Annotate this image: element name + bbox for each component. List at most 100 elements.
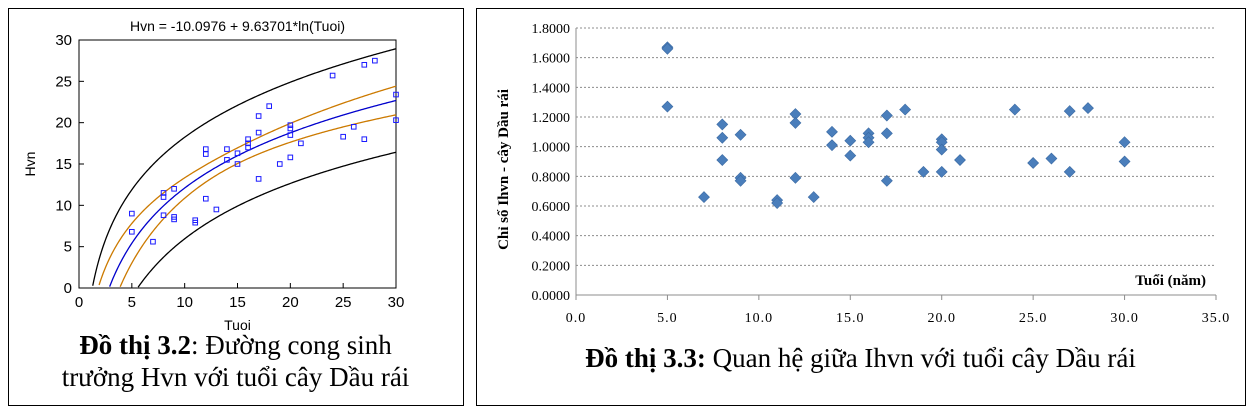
chart2-y-tick-label: 1.2000	[532, 111, 571, 126]
chart1-data-point	[245, 136, 251, 143]
chart1-data-point	[192, 219, 199, 226]
chart1-x-tick-label: 10	[176, 294, 193, 311]
chart1-data-point	[129, 210, 135, 217]
chart2-y-tick-label: 0.0000	[532, 289, 571, 304]
chart1-data-point	[287, 154, 294, 161]
chart2-data-point	[826, 139, 838, 152]
chart1-y-tick-label: 30	[55, 32, 72, 49]
chart2-data-point	[716, 154, 729, 166]
chart1-y-tick-label: 25	[55, 73, 72, 90]
chart2-y-tick-label: 1.8000	[532, 22, 571, 37]
chart1-data-point	[150, 238, 156, 245]
chart2-data-point	[1082, 102, 1094, 115]
chart2-data-point	[716, 131, 729, 144]
chart1-y-tick-label: 20	[55, 115, 72, 132]
chart2-data-point	[771, 197, 784, 209]
chart1-data-point	[255, 129, 262, 136]
chart2-x-tick-label: 30.0	[1110, 311, 1139, 326]
chart2-data-point	[716, 118, 729, 131]
chart1-data-point	[234, 161, 241, 167]
chart1-fit-line	[109, 99, 397, 287]
chart1-title: Hvn = -10.0976 + 9.63701*ln(Tuoi)	[130, 18, 345, 34]
chart1-data-point	[361, 136, 368, 143]
chart1-y-axis-label: Hvn	[22, 152, 38, 177]
chart1-y-tick-label: 15	[55, 156, 72, 173]
chart1-data-point	[245, 144, 251, 151]
chart2-data-point	[661, 100, 674, 113]
chart1-x-tick-label: 0	[75, 294, 83, 311]
chart2-data-point	[734, 174, 747, 187]
right-chart-panel: 0.0000 0.2000 0.4000 0.6000 0.8000 1.0000 1.20…	[476, 8, 1246, 406]
chart2-x-axis-label: Tuổi (năm)	[1135, 273, 1206, 289]
chart1-prediction-lower-line	[137, 151, 397, 288]
chart1-data-point	[298, 140, 304, 147]
chart2-data-point	[789, 117, 802, 129]
chart1-data-point	[372, 57, 378, 64]
chart2-y-tick-label: 1.0000	[532, 141, 571, 156]
chart2-y-tick-label: 1.6000	[532, 52, 571, 67]
chart1-data-point	[203, 151, 209, 157]
chart1-data-point	[350, 124, 357, 130]
chart2-data-point	[1008, 103, 1021, 116]
right-caption: Đồ thị 3.3: Quan hệ giữa Ihvn với tuổi c…	[477, 342, 1244, 374]
chart1-data-point	[361, 62, 368, 68]
chart1-data-point	[224, 157, 230, 163]
chart1-data-point	[203, 195, 209, 202]
chart1-data-point	[393, 117, 399, 123]
chart2-data-point	[935, 165, 948, 178]
chart1-data-point	[329, 72, 336, 79]
chart2-data-point	[880, 127, 893, 140]
chart1-y-tick-label: 5	[64, 239, 72, 256]
chart2-x-tick-label: 25.0	[1019, 311, 1047, 326]
chart2-data-point	[789, 171, 802, 184]
chart1-data-point	[287, 125, 294, 132]
chart1-x-axis-label: Tuoi	[224, 317, 251, 333]
chart2-data-point	[807, 191, 820, 204]
chart2-data-point	[844, 134, 857, 147]
chart2-y-tick-label: 0.8000	[532, 170, 571, 185]
chart1-confidence-lower-line	[119, 114, 397, 288]
chart1-data-point	[129, 228, 135, 235]
chart1-data-point	[160, 190, 167, 196]
chart1-x-tick-label: 20	[282, 294, 299, 311]
chart2-data-point	[1118, 136, 1131, 149]
chart1-y-tick-label: 10	[55, 197, 72, 214]
chart2-data-point	[917, 165, 930, 178]
chart2-x-tick-label: 15.0	[836, 311, 865, 326]
chart2-y-tick-label: 0.2000	[532, 259, 571, 274]
chart2-data-point	[734, 128, 747, 141]
chart2-x-tick-label: 35.0	[1202, 311, 1231, 326]
chart2-x-tick-label: 0.0	[566, 311, 587, 326]
chart1-x-tick-label: 5	[128, 294, 136, 311]
chart1-prediction-upper-line	[92, 48, 397, 286]
chart1-data-point	[171, 216, 177, 223]
chart2-data-point	[698, 191, 710, 204]
chart2-data-point	[1027, 157, 1040, 169]
left-caption-label: Đồ thị 3.2	[79, 330, 192, 360]
chart1-y-tick-label: 0	[64, 280, 72, 297]
chart1-data-point	[213, 206, 220, 213]
chart1-data-point	[287, 122, 294, 128]
chart2-data-point	[880, 174, 893, 187]
chart1-data-point	[287, 132, 294, 138]
chart1-data-point	[266, 103, 272, 109]
chart1-data-point	[255, 176, 262, 182]
left-chart-panel: Hvn = -10.0976 + 9.63701*ln(Tuoi) 0 5 10 15 2…	[8, 8, 464, 406]
chart2-data-point	[880, 109, 893, 122]
chart1-x-tick-label: 30	[388, 294, 405, 311]
chart2-data-point	[826, 125, 838, 138]
chart2-data-point	[844, 149, 857, 162]
chart1-data-point	[276, 161, 283, 167]
chart1-confidence-upper-line	[98, 85, 397, 286]
chart2-y-tick-label: 0.4000	[532, 230, 571, 245]
chart2-data-point	[862, 136, 875, 149]
chart1-data-point	[340, 133, 346, 140]
chart2-x-tick-label: 5.0	[657, 311, 678, 326]
chart1-data-point	[224, 146, 230, 152]
chart2-y-tick-label: 1.4000	[532, 81, 571, 96]
left-caption-text-2: trưởng Hvn với tuổi cây Dầu rái	[61, 362, 410, 393]
chart2-data-point	[1063, 105, 1076, 117]
chart1-data-point	[255, 113, 262, 119]
chart2-data-point	[1063, 165, 1076, 178]
chart2-data-point	[661, 42, 674, 55]
